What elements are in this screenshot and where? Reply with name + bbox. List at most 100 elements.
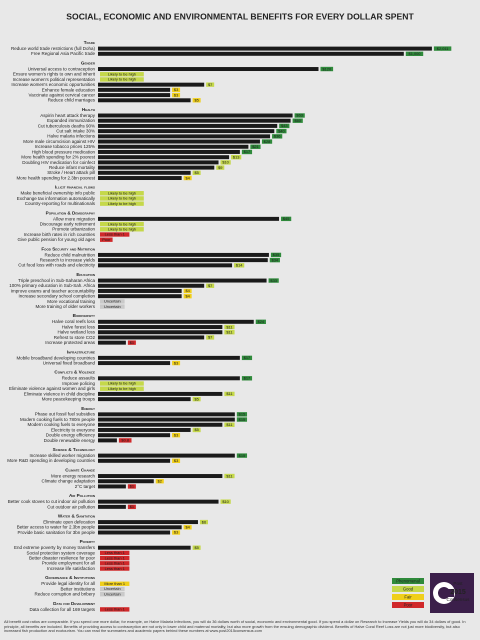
bar <box>98 144 249 149</box>
logo-text: 2015 <box>450 589 466 596</box>
row-label: More R&D spending in developing countrie… <box>7 458 96 463</box>
value-label-box <box>183 525 192 530</box>
legend-swatch <box>392 594 424 600</box>
section-title: Gender <box>81 60 96 65</box>
row-label: Doubling HIV medication for coinfect <box>22 160 96 165</box>
row-label: Research to increase yields <box>40 258 96 263</box>
row-label: Cut salt intake 30% <box>56 129 95 134</box>
row-label: Halve wetland loss <box>57 330 95 335</box>
bar <box>98 93 171 98</box>
bar <box>98 176 182 181</box>
row-label: Electricity to everyone <box>51 427 96 432</box>
bar <box>98 87 171 92</box>
value-label: $10 <box>222 499 229 504</box>
value-label: $3 <box>174 360 178 365</box>
value-label: Likely to be high <box>108 227 136 232</box>
row-label: Allow more migration <box>53 216 96 221</box>
bar <box>98 530 171 535</box>
row-label: Reduce child marriages <box>48 98 96 103</box>
section-title: Conflicts & Violence <box>54 370 95 375</box>
value-label: $35 <box>273 252 280 257</box>
bar <box>98 82 205 87</box>
value-label-box <box>192 396 201 402</box>
legend-label: Phenomenal <box>396 578 420 583</box>
bar <box>98 67 319 72</box>
value-label: Likely to be high <box>108 190 136 195</box>
value-label-box <box>127 340 136 345</box>
value-label: Likely to be high <box>108 386 136 391</box>
bar <box>98 258 268 263</box>
row-label: Aspirin heart attack therapy <box>40 113 96 118</box>
bar <box>98 474 223 479</box>
legend-label: Good <box>403 586 414 591</box>
bar <box>98 479 154 484</box>
value-label-box <box>231 154 242 160</box>
section-title: Biodiversity <box>73 313 95 318</box>
value-label-box <box>172 432 181 438</box>
value-label: Likely to be high <box>108 71 136 76</box>
value-label: $15 <box>239 412 246 417</box>
value-label: $36 <box>274 134 281 139</box>
value-label-box <box>127 484 136 489</box>
row-label: More health spending for 2% poorest <box>21 155 96 160</box>
row-label: Stroke / Heart attack pill <box>47 170 95 175</box>
value-label: Less than 1 <box>105 550 125 555</box>
value-label: More than 1 <box>104 581 125 586</box>
row-label: Better institutions <box>60 586 95 591</box>
bar <box>98 118 291 123</box>
row-label: More vocational training <box>47 299 95 304</box>
value-label: Likely to be high <box>108 201 136 206</box>
section-title: Climate Change <box>65 467 95 472</box>
bar <box>98 427 191 432</box>
value-label-box <box>224 422 235 427</box>
value-label-box <box>216 165 225 170</box>
value-label: $10 <box>222 160 229 165</box>
value-label: Less than 1 <box>105 607 125 612</box>
row-label: 100% primary education in Sub-Sah. Afric… <box>9 283 95 288</box>
row-label: Social protection system coverage <box>26 550 95 555</box>
row-label: Double renewable energy <box>44 438 96 443</box>
value-label: $60 <box>294 118 301 123</box>
section-title: Air Pollution <box>69 493 95 498</box>
value-label-box <box>183 293 192 299</box>
value-label: $17 <box>244 149 251 154</box>
row-label: Enhance female education <box>42 87 96 92</box>
row-label: Reduce corruption and bribery <box>34 592 95 597</box>
bar <box>98 325 223 330</box>
section-title: Health <box>82 107 95 112</box>
row-label: Eliminate violence in child discipline <box>24 391 96 396</box>
value-label-box <box>220 160 231 165</box>
value-label: $11 <box>226 473 232 478</box>
row-label: Reduce child malnutrition <box>44 252 95 257</box>
row-label: Eliminate open defecation <box>43 519 95 524</box>
value-label-box <box>100 591 125 597</box>
row-label: Increase birth rates in rich countries <box>24 232 96 237</box>
section-title: Food Security and Nutrition <box>41 246 95 251</box>
section-title: Poverty <box>80 539 95 544</box>
value-label: $4 <box>185 525 190 530</box>
value-label-box <box>172 87 181 93</box>
footnote: All benefit cost ratios are comparable. … <box>4 619 466 634</box>
row-label: Halve malaria infections <box>47 134 96 139</box>
value-label-box <box>250 144 261 149</box>
value-label: $63 <box>296 113 303 118</box>
value-label-box <box>127 504 136 510</box>
value-label-box <box>206 335 215 340</box>
value-label: Less than 1 <box>105 561 125 566</box>
value-label: Less than 1 <box>105 566 125 571</box>
value-label: $17 <box>244 376 251 381</box>
row-label: Cut food loss with roads and electricity <box>18 263 96 268</box>
row-label: Exchange tax information automatically <box>17 196 96 201</box>
value-label: $3 <box>174 458 178 463</box>
value-label-box <box>183 175 192 181</box>
row-label: Increase tobacco prices 125% <box>35 144 95 149</box>
value-label-box <box>294 113 305 118</box>
value-label: $34 <box>272 257 279 262</box>
legend-swatch <box>392 586 424 592</box>
row-label: Give public pension for young old ages <box>17 237 95 242</box>
value-label: $7 <box>208 82 212 87</box>
bar <box>98 134 271 139</box>
section-title: Infrastructure <box>67 349 95 354</box>
value-label: Poor <box>102 237 111 242</box>
value-label-box <box>172 360 181 366</box>
